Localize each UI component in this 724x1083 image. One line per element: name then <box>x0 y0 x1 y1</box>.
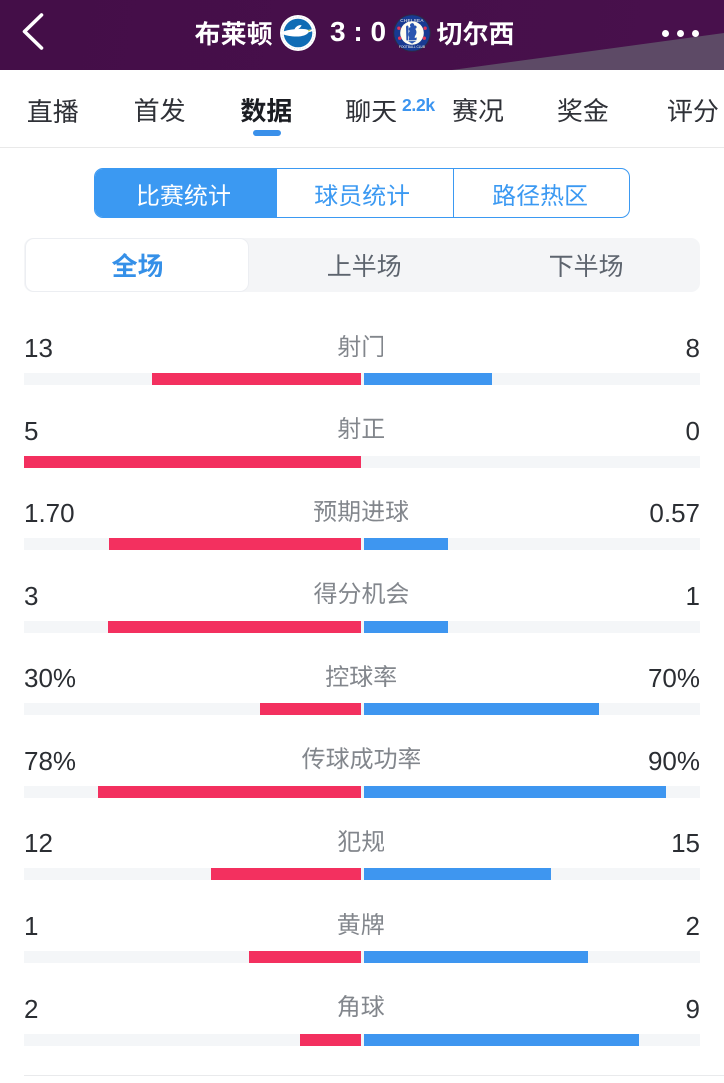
svg-text:FOOTBALL CLUB: FOOTBALL CLUB <box>399 45 425 49</box>
svg-text:CHELSEA: CHELSEA <box>400 18 424 23</box>
